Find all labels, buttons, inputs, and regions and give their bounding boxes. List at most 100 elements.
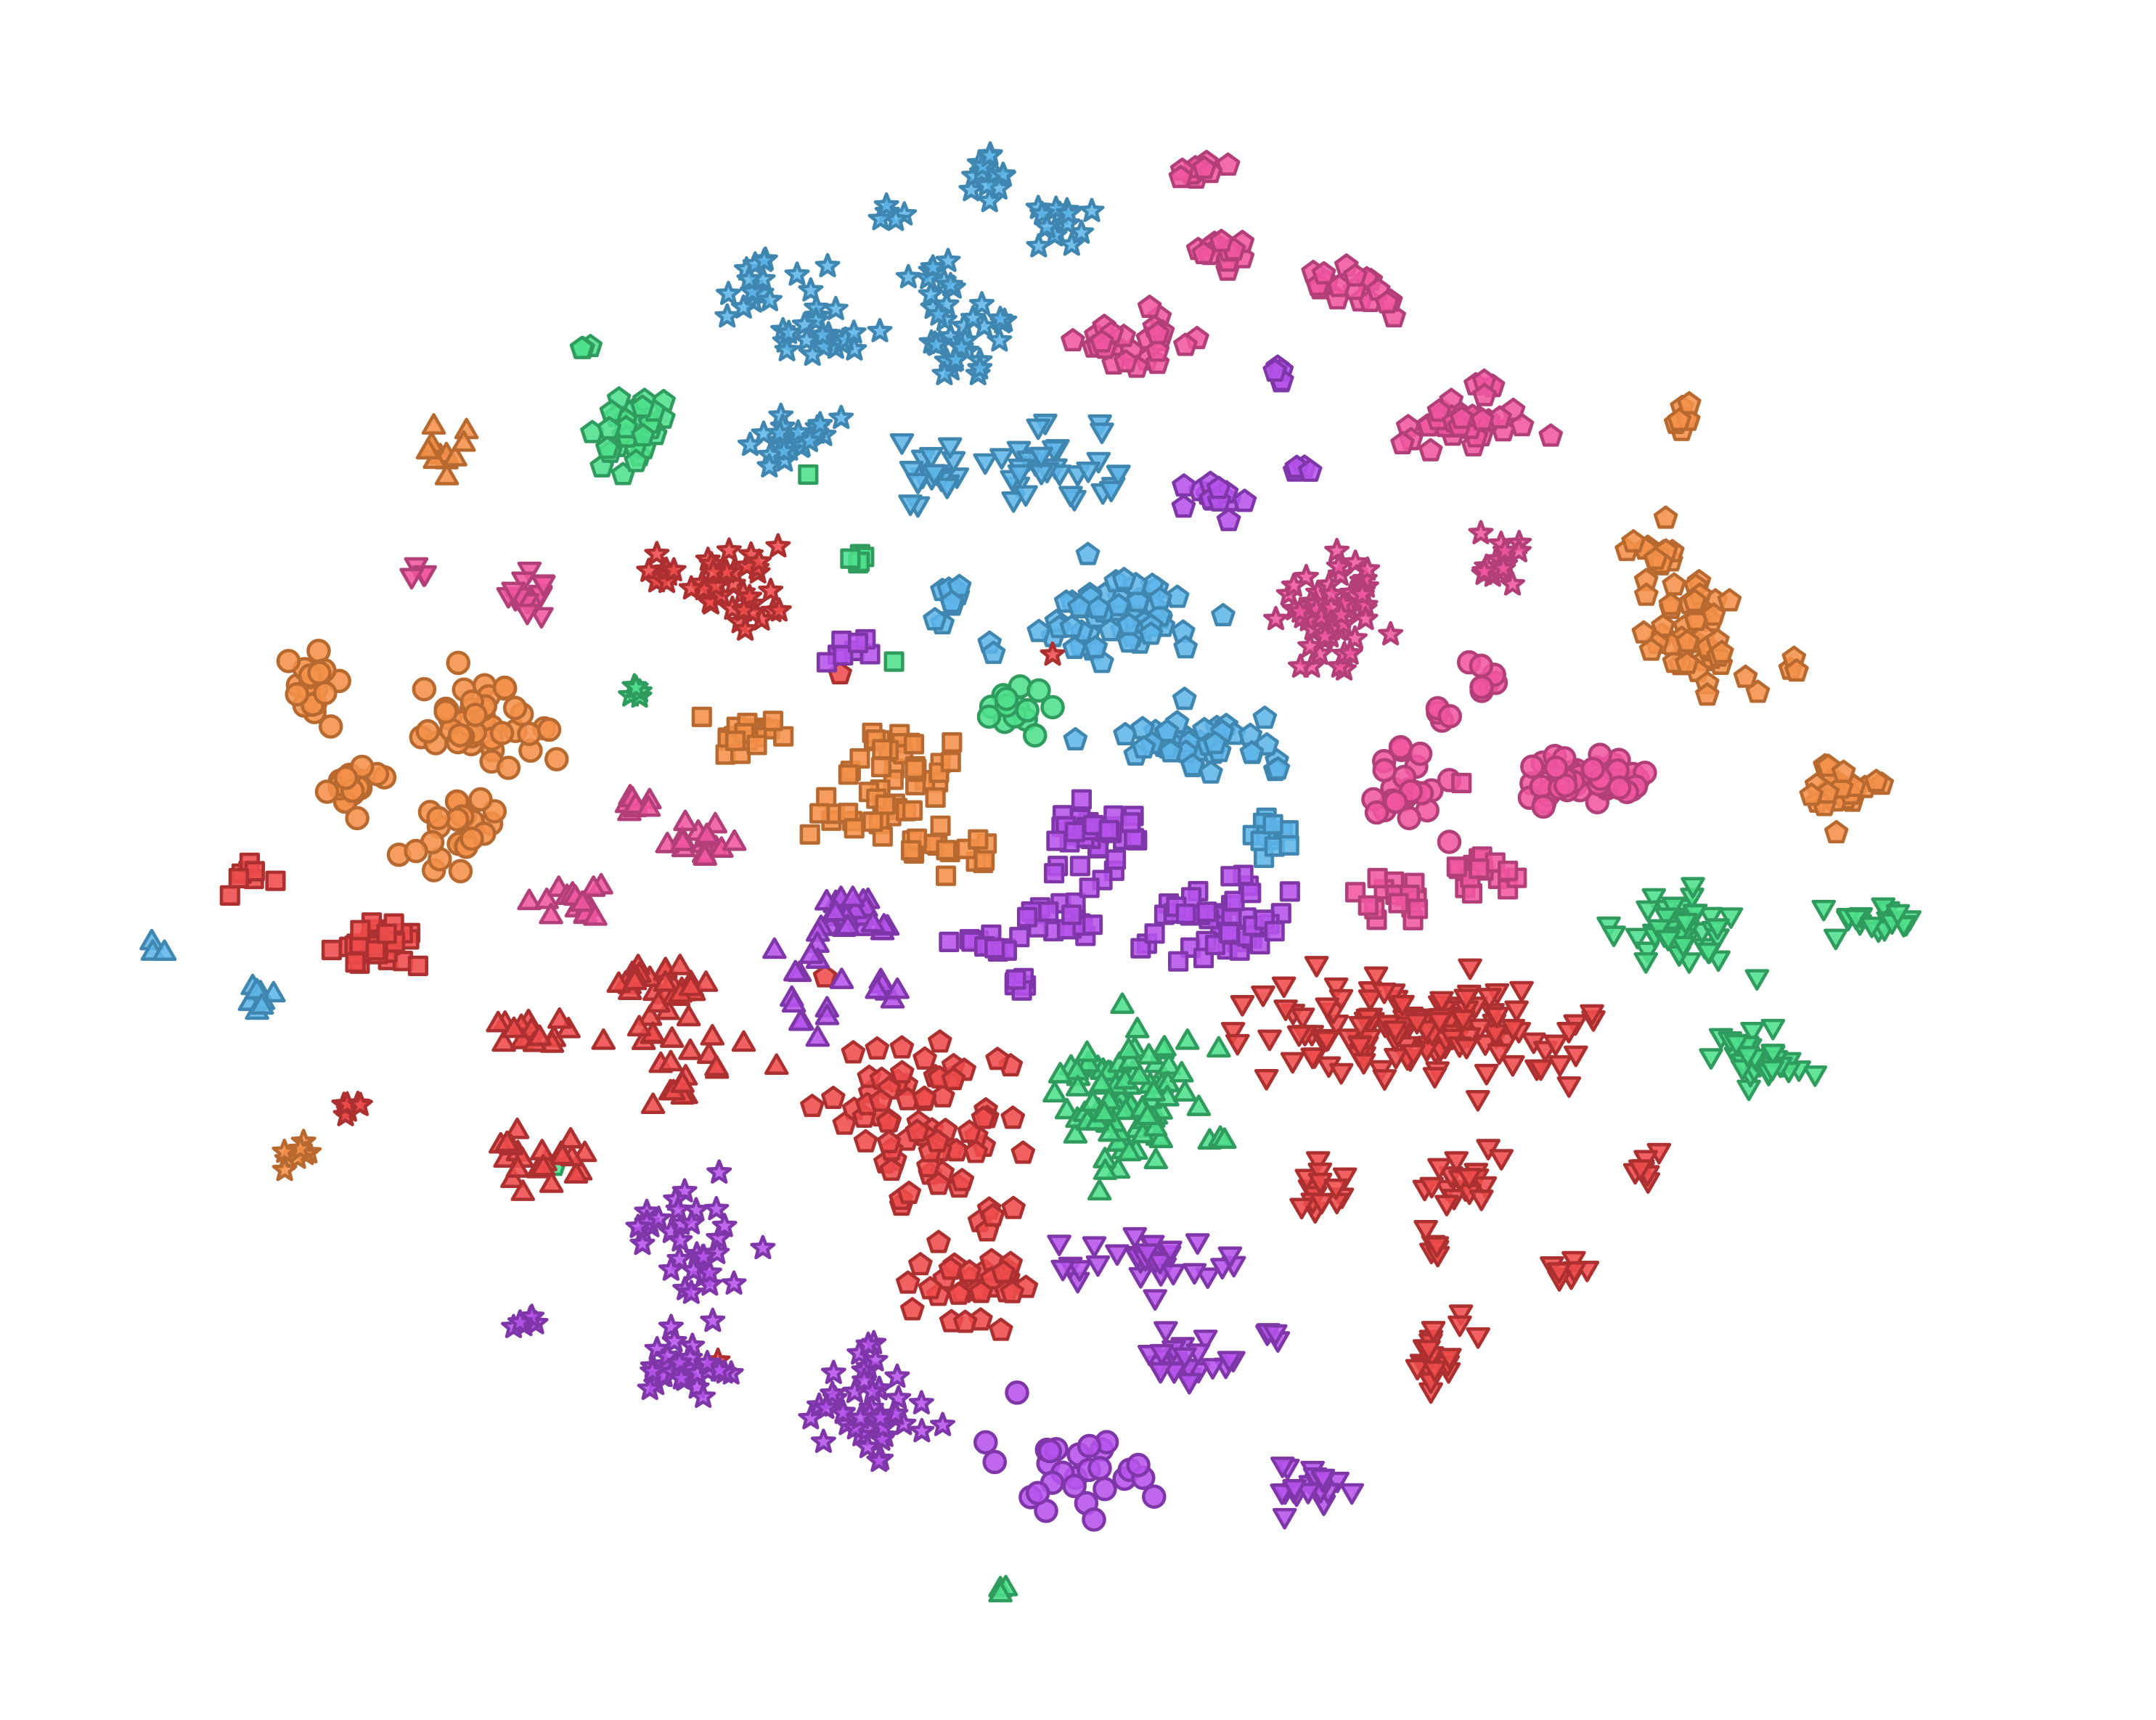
scatter-point bbox=[1137, 294, 1162, 319]
scatter-point bbox=[1026, 618, 1051, 642]
scatter-point bbox=[1124, 1016, 1150, 1039]
scatter-point bbox=[1328, 602, 1354, 626]
scatter-point bbox=[1173, 332, 1198, 356]
scatter-point bbox=[809, 803, 830, 824]
scatter-point bbox=[1079, 877, 1100, 898]
scatter-point bbox=[1148, 1253, 1172, 1274]
scatter-point bbox=[1426, 398, 1452, 422]
scatter-point bbox=[1448, 1304, 1474, 1327]
scatter-point bbox=[867, 1404, 894, 1429]
scatter-point bbox=[1206, 1036, 1231, 1058]
scatter-point bbox=[1158, 1240, 1183, 1263]
cluster-green-pentagon bbox=[569, 334, 603, 359]
scatter-point bbox=[679, 1210, 705, 1234]
scatter-point bbox=[784, 261, 810, 286]
scatter-point bbox=[835, 914, 860, 935]
scatter-point bbox=[1492, 537, 1518, 562]
scatter-point bbox=[746, 548, 772, 573]
scatter-point bbox=[1025, 1481, 1050, 1505]
scatter-point bbox=[1375, 290, 1400, 314]
scatter-point bbox=[716, 537, 742, 562]
scatter-point bbox=[1543, 1034, 1568, 1057]
scatter-point bbox=[922, 464, 947, 486]
scatter-point bbox=[908, 1390, 934, 1414]
scatter-point bbox=[700, 1307, 726, 1332]
cluster-orange-circle bbox=[314, 754, 397, 831]
cluster-orange-tri-up bbox=[415, 413, 479, 486]
scatter-point bbox=[1580, 756, 1605, 782]
scatter-point bbox=[990, 161, 1016, 187]
scatter-point bbox=[1082, 1236, 1107, 1258]
cluster-red-star bbox=[1040, 641, 1066, 666]
scatter-point bbox=[1466, 1327, 1490, 1349]
scatter-point bbox=[1509, 980, 1534, 1003]
scatter-point bbox=[980, 1203, 1005, 1227]
scatter-point bbox=[544, 747, 569, 771]
scatter-point bbox=[899, 460, 924, 483]
scatter-point bbox=[814, 1003, 840, 1025]
scatter-point bbox=[1740, 1021, 1765, 1044]
cluster-purple-tri-down bbox=[1047, 1226, 1246, 1311]
scatter-point bbox=[1013, 485, 1038, 507]
scatter-point bbox=[670, 829, 695, 851]
scatter-point bbox=[1500, 1054, 1525, 1077]
scatter-point bbox=[1286, 1025, 1312, 1047]
scatter-point bbox=[502, 1016, 526, 1039]
scatter-point bbox=[1040, 641, 1066, 666]
scatter-point bbox=[1658, 591, 1683, 615]
scatter-point bbox=[1434, 1195, 1459, 1217]
scatter-point bbox=[756, 287, 783, 311]
scatter-point bbox=[1405, 1359, 1430, 1381]
scatter-point bbox=[350, 920, 371, 941]
scatter-point bbox=[1631, 620, 1657, 644]
cluster-purple-pentagon bbox=[1262, 354, 1294, 393]
scatter-point bbox=[1048, 1062, 1073, 1084]
scatter-point bbox=[1670, 935, 1696, 958]
cluster-orange-pentagon bbox=[1631, 569, 1771, 706]
scatter-point bbox=[716, 280, 741, 306]
cluster-pink-tri-down bbox=[399, 557, 438, 590]
scatter-point bbox=[967, 355, 993, 380]
cluster-orange-pentagon bbox=[1799, 753, 1895, 844]
cluster-pink-square bbox=[1451, 772, 1472, 793]
cluster-green-tri-up bbox=[1042, 992, 1231, 1201]
cluster-blue-star bbox=[867, 192, 918, 232]
cluster-blue-tri-down bbox=[989, 414, 1114, 513]
scatter-point bbox=[1067, 594, 1092, 618]
scatter-point bbox=[1531, 794, 1556, 819]
scatter-point bbox=[1005, 1380, 1029, 1405]
scatter-point bbox=[1695, 682, 1720, 706]
cluster-purple-square bbox=[1016, 877, 1103, 946]
scatter-point bbox=[1477, 988, 1502, 1010]
scatter-point bbox=[1085, 1255, 1111, 1277]
cluster-purple-square bbox=[1044, 789, 1148, 890]
scatter-point bbox=[721, 1270, 747, 1295]
scatter-point bbox=[1279, 881, 1300, 902]
scatter-point bbox=[1469, 675, 1494, 700]
scatter-point bbox=[828, 404, 854, 430]
scatter-point bbox=[1026, 418, 1051, 441]
cluster-pink-tri-up bbox=[655, 809, 747, 866]
scatter-point bbox=[1696, 942, 1721, 965]
scatter-point bbox=[905, 758, 926, 779]
scatter-point bbox=[771, 438, 797, 463]
scatter-point bbox=[1745, 679, 1771, 703]
cluster-pink-tri-down bbox=[496, 561, 556, 629]
scatter-point bbox=[832, 1111, 857, 1135]
cluster-pink-square bbox=[1344, 867, 1429, 930]
scatter-point bbox=[940, 751, 961, 773]
scatter-point bbox=[1206, 475, 1231, 499]
scatter-point bbox=[952, 1309, 978, 1333]
scatter-point bbox=[519, 1303, 545, 1328]
scatter-point bbox=[829, 967, 854, 989]
scatter-point bbox=[931, 1084, 955, 1107]
scatter-point bbox=[581, 875, 606, 897]
scatter-point bbox=[860, 911, 886, 933]
cluster-red-tri-up bbox=[626, 1004, 789, 1115]
cluster-green-tri-up bbox=[988, 1574, 1018, 1602]
scatter-point bbox=[505, 1156, 531, 1178]
scatter-point bbox=[1252, 705, 1278, 729]
scatter-point bbox=[1110, 992, 1135, 1015]
scatter-point bbox=[1357, 895, 1379, 916]
scatter-point bbox=[1305, 1151, 1331, 1173]
